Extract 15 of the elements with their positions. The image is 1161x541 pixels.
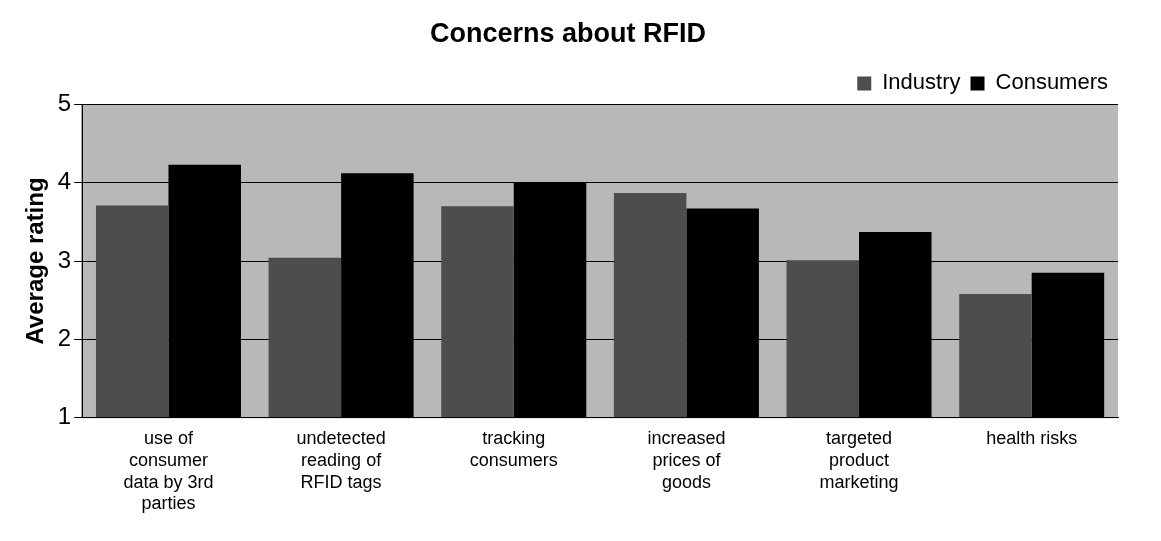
x-tick-label: undetected reading of RFID tags bbox=[296, 428, 386, 492]
y-tick-label: 5 bbox=[57, 89, 72, 117]
y-tick-label: 2 bbox=[57, 323, 72, 351]
y-tick-label: 1 bbox=[57, 402, 72, 430]
x-tick-label: increased prices of goods bbox=[647, 428, 726, 492]
legend-label: Industry bbox=[882, 69, 961, 95]
x-tick-label: tracking consumers bbox=[469, 428, 558, 470]
x-tick-label: use of consumer data by 3rd parties bbox=[123, 428, 214, 514]
legend-label: Consumers bbox=[995, 69, 1108, 95]
y-tick-label: 3 bbox=[57, 245, 72, 273]
x-tick-label: health risks bbox=[986, 428, 1078, 449]
y-axis-title: Average rating bbox=[21, 177, 49, 345]
x-tick-label: targeted product marketing bbox=[819, 428, 899, 492]
chart-title: Concerns about RFID bbox=[429, 17, 707, 48]
y-tick-label: 4 bbox=[57, 167, 72, 195]
